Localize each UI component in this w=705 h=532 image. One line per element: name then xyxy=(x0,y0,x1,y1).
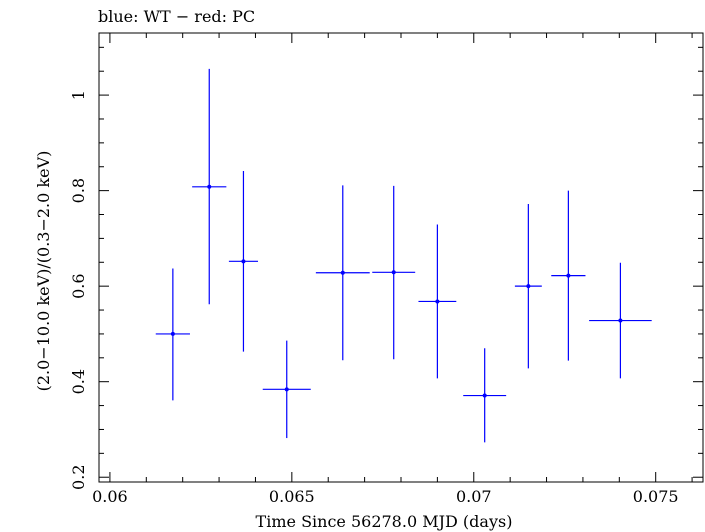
y-tick-label: 0.4 xyxy=(69,369,88,394)
y-tick-label: 0.8 xyxy=(69,178,88,203)
data-point xyxy=(589,262,652,379)
x-tick-label: 0.065 xyxy=(269,487,315,506)
data-point xyxy=(372,185,416,360)
x-tick-label: 0.06 xyxy=(92,487,128,506)
data-point xyxy=(192,68,227,305)
data-point xyxy=(155,268,190,401)
data-point-marker xyxy=(526,284,531,289)
data-point-marker xyxy=(241,259,246,264)
data-point xyxy=(514,204,542,369)
data-points xyxy=(155,68,652,443)
data-point-marker xyxy=(618,318,623,323)
data-point xyxy=(463,348,507,443)
data-point-marker xyxy=(170,331,175,336)
axis-tick-labels: 0.06 0.065 0.07 0.075 0.2 0.4 0.6 0.8 1 xyxy=(69,90,679,506)
y-axis-label: (2.0−10.0 keV)/(0.3−2.0 keV) xyxy=(34,151,53,392)
data-point xyxy=(315,185,370,361)
y-tick-label: 1 xyxy=(69,90,88,100)
x-axis-label: Time Since 56278.0 MJD (days) xyxy=(256,512,513,531)
data-point-marker xyxy=(391,270,396,275)
data-point xyxy=(262,340,311,439)
data-point xyxy=(418,224,457,379)
data-point-marker xyxy=(482,393,487,398)
x-tick-label: 0.075 xyxy=(633,487,679,506)
data-point xyxy=(551,190,586,361)
data-point-marker xyxy=(566,273,571,278)
y-tick-label: 0.2 xyxy=(69,464,88,489)
data-point-marker xyxy=(207,184,212,189)
data-point-marker xyxy=(284,387,289,392)
y-tick-label: 0.6 xyxy=(69,273,88,298)
x-tick-label: 0.07 xyxy=(456,487,492,506)
plot-frame xyxy=(98,32,704,483)
axis-ticks xyxy=(99,33,703,482)
chart-title: blue: WT − red: PC xyxy=(98,7,255,26)
data-point-marker xyxy=(435,299,440,304)
data-point-marker xyxy=(340,270,345,275)
data-point xyxy=(228,171,259,352)
